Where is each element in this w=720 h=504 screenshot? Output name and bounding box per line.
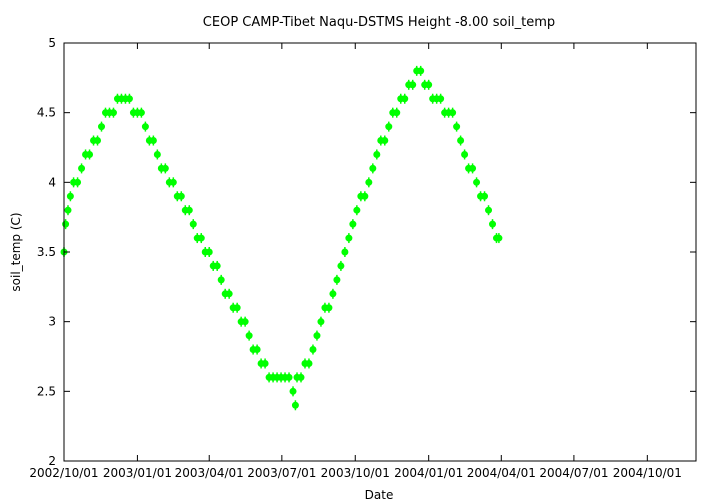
y-tick-label: 4 xyxy=(48,175,56,189)
x-tick-label: 2003/10/01 xyxy=(321,466,390,480)
chart-title: CEOP CAMP-Tibet Naqu-DSTMS Height -8.00 … xyxy=(203,15,555,30)
x-tick-label: 2004/01/01 xyxy=(394,466,463,480)
x-tick-label: 2004/10/01 xyxy=(613,466,682,480)
x-axis-label: Date xyxy=(365,488,394,502)
x-tick-label: 2004/07/01 xyxy=(539,466,608,480)
x-tick-label: 2003/04/01 xyxy=(175,466,244,480)
x-axis-ticks: 2002/10/01 2003/01/01 2003/04/01 2003/07/01… xyxy=(29,43,682,480)
data-points xyxy=(60,65,503,411)
y-tick-label: 2.5 xyxy=(37,384,56,398)
y-tick-label: 3 xyxy=(48,315,56,329)
y-tick-label: 3.5 xyxy=(37,245,56,259)
y-tick-label: 4.5 xyxy=(37,106,56,120)
x-tick-label: 2004/04/01 xyxy=(467,466,536,480)
x-tick-label: 2003/07/01 xyxy=(247,466,316,480)
y-tick-label: 2 xyxy=(48,454,56,468)
y-axis-label: soil_temp (C) xyxy=(9,212,23,291)
plot-frame xyxy=(63,42,697,462)
x-tick-label: 2003/01/01 xyxy=(103,466,172,480)
y-axis-ticks: 2 2.5 3 3.5 4 4.5 5 xyxy=(37,36,696,468)
x-tick-label: 2002/10/01 xyxy=(29,466,98,480)
y-tick-label: 5 xyxy=(48,36,56,50)
